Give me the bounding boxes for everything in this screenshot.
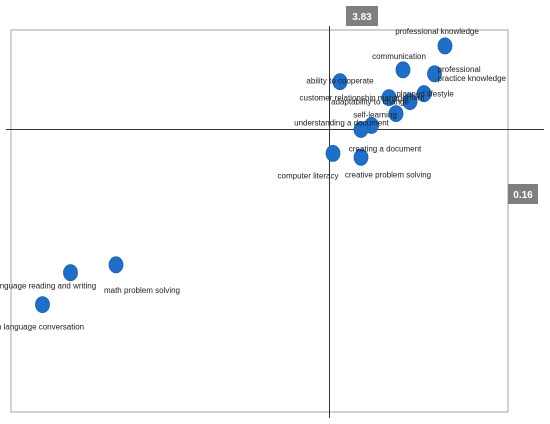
- data-label: understanding a document: [294, 119, 390, 128]
- data-label: adaptability to change: [331, 98, 409, 107]
- data-point: [353, 121, 369, 138]
- data-point: [353, 148, 369, 166]
- data-label: self-learning: [353, 111, 397, 120]
- data-label: communication: [372, 52, 426, 61]
- data-point: [325, 144, 341, 162]
- data-point: [381, 89, 397, 106]
- data-label: computer literacy: [278, 171, 339, 180]
- data-labels: professional knowledge communication profe…: [0, 27, 507, 332]
- x-crossing-badge-box: [346, 6, 378, 26]
- data-label: creative problem solving: [345, 170, 431, 179]
- data-point: [332, 73, 348, 91]
- data-point: [63, 264, 78, 282]
- data-point: [35, 296, 50, 314]
- data-point: [427, 65, 442, 83]
- data-point: [437, 37, 453, 55]
- data-label: foreign language reading and writing: [0, 282, 96, 291]
- x-crossing-badge: 3.83: [346, 6, 378, 26]
- data-label: professional knowledge: [395, 27, 479, 36]
- y-crossing-badge-box: [508, 184, 538, 204]
- data-points: [35, 37, 453, 314]
- data-point: [388, 105, 404, 122]
- data-label: customer relationship management: [300, 94, 426, 103]
- data-label: planned lifestyle: [396, 90, 454, 99]
- data-point: [395, 61, 411, 79]
- data-point: [402, 93, 418, 110]
- x-crossing-badge-label: 3.83: [352, 12, 372, 23]
- plot-frame: [10, 29, 509, 413]
- data-point: [108, 256, 124, 274]
- data-label: creating a document: [349, 145, 422, 154]
- data-label: foreign language conversation: [0, 323, 84, 332]
- data-label: professional practice knowledge: [438, 65, 507, 83]
- data-label: math problem solving: [104, 286, 180, 295]
- crossing-axes: [6, 26, 544, 418]
- data-point: [416, 85, 432, 103]
- y-crossing-badge: 0.16: [508, 184, 538, 204]
- y-crossing-badge-label: 0.16: [513, 190, 533, 201]
- data-label: ability to cooperate: [306, 77, 374, 86]
